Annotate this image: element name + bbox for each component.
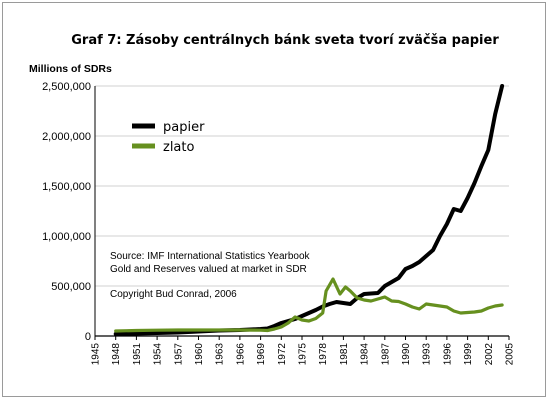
y-tick-label: 1,000,000	[42, 231, 91, 243]
y-tick-label: 1,500,000	[42, 181, 91, 193]
x-tick-label: 1945	[91, 343, 102, 366]
x-tick-label: 1993	[422, 343, 433, 366]
y-tick-label: 2,000,000	[42, 131, 91, 143]
source-note-line-1: Source: IMF International Statistics Yea…	[110, 251, 311, 262]
x-tick-label: 1951	[132, 343, 143, 366]
x-tick-label: 1966	[235, 343, 246, 366]
x-tick-label: 1990	[401, 343, 412, 366]
x-axis-ticks: 1945 1948 1951 1954 1957 1960 1963 1966 1969 1972…	[91, 336, 516, 365]
copyright-note: Copyright Bud Conrad, 2006	[110, 289, 237, 300]
x-tick-label: 1960	[194, 343, 205, 366]
series-line-zlato	[114, 277, 504, 333]
legend-label-papier: papier	[163, 120, 205, 135]
x-tick-label: 1996	[442, 343, 453, 366]
x-tick-label: 1987	[380, 343, 391, 366]
grid-lines	[94, 85, 509, 337]
x-tick-label: 1984	[360, 343, 371, 366]
x-tick-label: 1948	[111, 343, 122, 366]
x-tick-label: 2002	[484, 343, 495, 366]
source-note-line-2: Gold and Reserves valued at market in SD…	[110, 264, 307, 275]
chart-title: Graf 7: Zásoby centrálnych bánk sveta tv…	[71, 33, 499, 48]
y-tick-label: 500,000	[51, 281, 91, 293]
x-tick-label: 2005	[505, 343, 516, 366]
x-tick-label: 1957	[173, 343, 184, 366]
x-tick-label: 1981	[339, 343, 350, 366]
y-tick-label: 0	[85, 331, 91, 343]
x-tick-label: 1963	[215, 343, 226, 366]
y-axis-unit-label: Millions of SDRs	[29, 63, 112, 75]
x-tick-label: 1978	[318, 343, 329, 366]
x-tick-label: 1999	[463, 343, 474, 366]
chart-frame	[2, 2, 546, 397]
x-tick-label: 1972	[277, 343, 288, 366]
legend: papier zlato	[132, 120, 205, 155]
series-lines	[113, 84, 505, 336]
x-tick-label: 1969	[256, 343, 267, 366]
y-axis-ticks: 0 500,000 1,000,000 1,500,000 2,000,000 2,500…	[42, 81, 91, 343]
legend-label-zlato: zlato	[163, 140, 194, 155]
source-notes: Source: IMF International Statistics Yea…	[110, 251, 311, 300]
x-tick-label: 1975	[298, 343, 309, 366]
x-tick-label: 1954	[153, 343, 164, 366]
y-tick-label: 2,500,000	[42, 81, 91, 93]
